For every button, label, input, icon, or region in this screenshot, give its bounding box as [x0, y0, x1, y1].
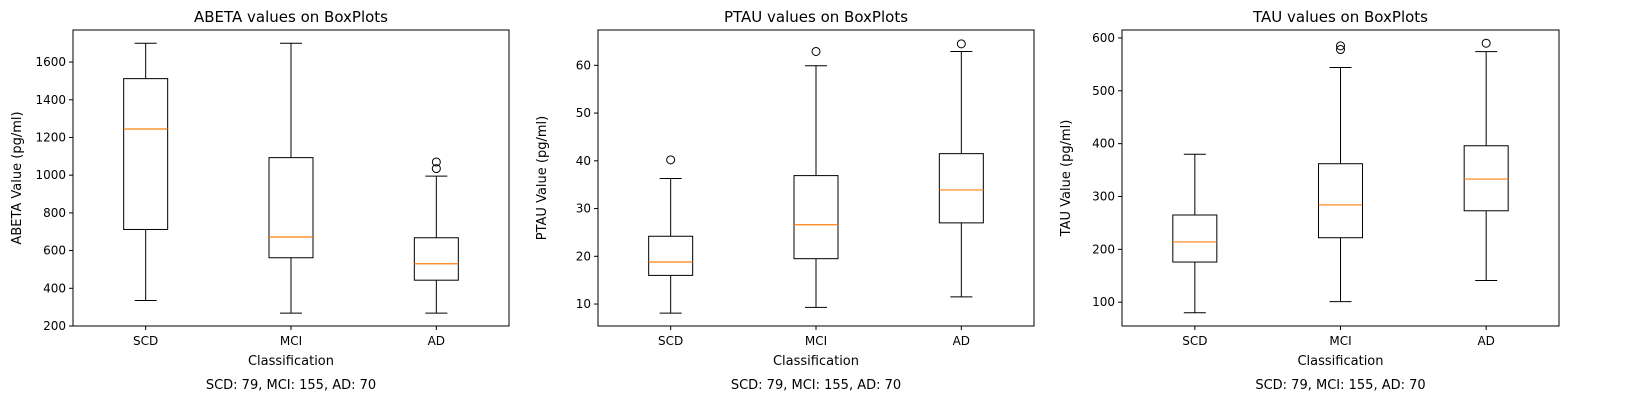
outlier-point — [431, 164, 441, 174]
x-axis-label: Classification — [773, 354, 859, 369]
y-tick-label: 100 — [1092, 295, 1115, 309]
outlier-point — [1336, 41, 1345, 51]
axes-frame — [597, 29, 1035, 327]
y-axis-label: ABETA Value (pg/ml) — [10, 111, 25, 244]
sample-count-note: SCD: 79, MCI: 155, AD: 70 — [1255, 378, 1425, 393]
box-ad — [938, 39, 984, 298]
y-tick-label: 200 — [43, 319, 66, 333]
y-tick-label: 30 — [576, 202, 591, 216]
axes-frame — [1121, 29, 1560, 327]
y-tick-label: 40 — [576, 154, 591, 168]
boxplot-panel-3: TAU values on BoxPlots 100 200 300 400 500 600… — [1059, 8, 1560, 393]
y-tick-label: 300 — [1092, 190, 1115, 204]
y-tick-label: 1000 — [35, 168, 66, 182]
chart-title: ABETA values on BoxPlots — [194, 8, 388, 26]
boxplot-panel-2: PTAU values on BoxPlots 10 20 30 40 50 60 PTAU … — [535, 8, 1035, 393]
iqr-box — [938, 153, 984, 224]
outlier-point — [1481, 38, 1491, 48]
x-axis-label: Classification — [248, 354, 334, 369]
sample-count-note: SCD: 79, MCI: 155, AD: 70 — [206, 378, 376, 393]
box-scd — [1172, 153, 1218, 314]
x-tick-label: MCI — [805, 334, 827, 348]
y-tick-label: 400 — [1092, 137, 1115, 151]
y-tick-label: 20 — [576, 249, 591, 263]
iqr-box — [268, 157, 314, 259]
iqr-box — [1318, 163, 1363, 239]
x-tick-label: SCD — [133, 334, 158, 348]
y-tick-label: 500 — [1092, 84, 1115, 98]
boxplot-panel-1: ABETA values on BoxPlots 200 400 600 800 1000… — [10, 8, 510, 393]
outlier-point — [956, 39, 966, 49]
box-ad — [1463, 38, 1509, 282]
y-tick-label: 1400 — [35, 93, 66, 107]
x-axis-label: Classification — [1297, 354, 1383, 369]
box-scd — [123, 42, 169, 302]
box-scd — [648, 155, 694, 314]
sample-count-note: SCD: 79, MCI: 155, AD: 70 — [731, 378, 901, 393]
y-tick-label: 600 — [43, 244, 66, 258]
y-tick-label: 400 — [43, 281, 66, 295]
y-tick-label: 200 — [1092, 242, 1115, 256]
x-tick-label: AD — [1477, 334, 1494, 348]
iqr-box — [1463, 145, 1509, 212]
x-tick-label: SCD — [1182, 334, 1207, 348]
outlier-point — [811, 46, 821, 56]
x-tick-label: MCI — [1329, 334, 1351, 348]
y-tick-label: 60 — [576, 58, 591, 72]
box-mci — [268, 42, 314, 314]
box-ad — [413, 157, 459, 314]
y-tick-label: 600 — [1092, 31, 1115, 45]
iqr-box — [413, 237, 459, 281]
iqr-box — [1172, 214, 1218, 263]
x-tick-label: AD — [428, 334, 445, 348]
y-tick-label: 1600 — [35, 55, 66, 69]
x-tick-label: SCD — [658, 334, 683, 348]
outlier-point — [666, 155, 676, 165]
iqr-box — [648, 235, 694, 276]
y-axis-label: TAU Value (pg/ml) — [1059, 120, 1074, 238]
y-tick-label: 1200 — [35, 130, 66, 144]
outlier-point — [431, 157, 441, 167]
chart-title: TAU values on BoxPlots — [1252, 8, 1428, 26]
outlier-point — [1336, 45, 1345, 55]
chart-title: PTAU values on BoxPlots — [724, 8, 908, 26]
y-axis-label: PTAU Value (pg/ml) — [535, 116, 550, 240]
y-tick-label: 10 — [576, 297, 591, 311]
y-tick-label: 50 — [576, 106, 591, 120]
box-mci — [1318, 41, 1363, 303]
y-tick-label: 800 — [43, 206, 66, 220]
axes-frame — [72, 29, 510, 327]
iqr-box — [793, 175, 839, 260]
x-tick-label: AD — [953, 334, 970, 348]
box-mci — [793, 46, 839, 308]
iqr-box — [123, 78, 169, 230]
x-tick-label: MCI — [280, 334, 302, 348]
